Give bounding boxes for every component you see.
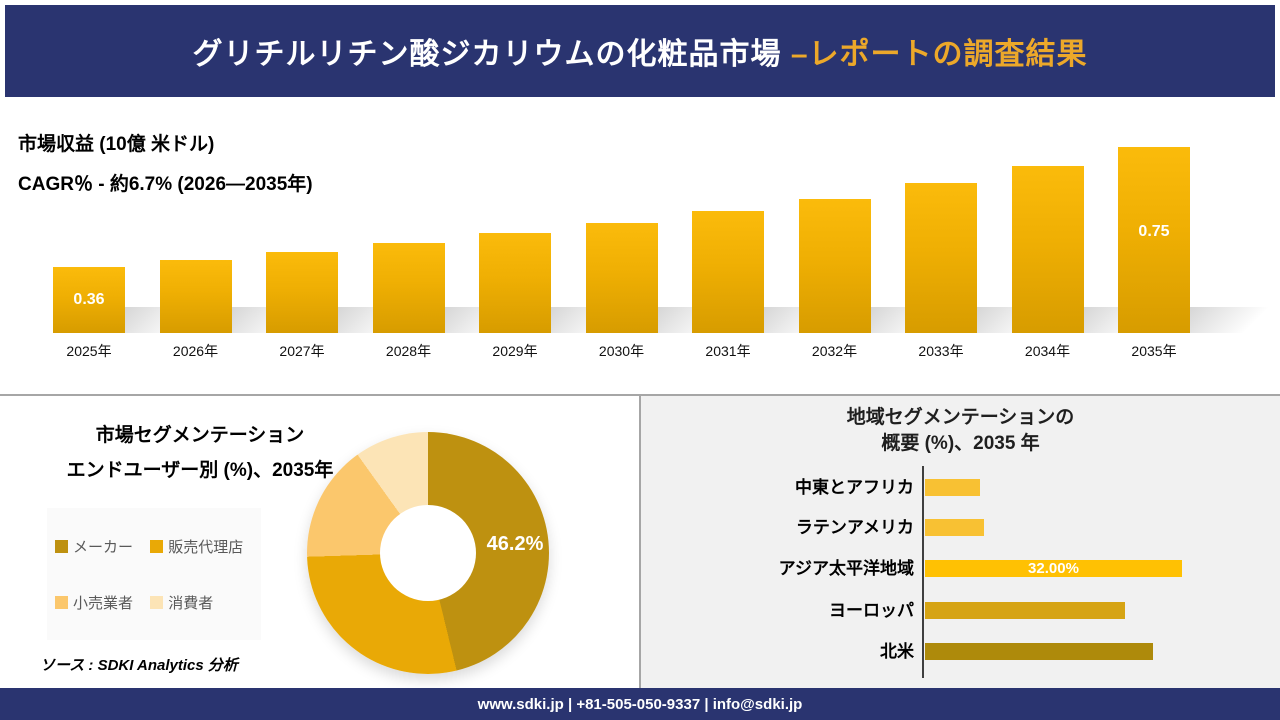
region-bar-ヨーロッパ (925, 602, 1125, 619)
horizontal-divider (0, 394, 1280, 396)
region-label-ヨーロッパ: ヨーロッパ (829, 601, 914, 620)
region-label-アジア太平洋地域: アジア太平洋地域 (778, 559, 914, 578)
revenue-bar-2033年 (905, 183, 977, 333)
bar-year-label: 2032年 (811, 343, 858, 359)
legend-item-消費者: 消費者 (150, 592, 255, 613)
legend-item-販売代理店: 販売代理店 (150, 536, 255, 557)
bar-year-label: 2029年 (492, 343, 538, 359)
region-bar-value-label: 32.00% (1028, 560, 1079, 577)
bar-year-label: 2027年 (279, 343, 325, 359)
legend-item-小売業者: 小売業者 (55, 592, 150, 613)
revenue-bar-2025年: 0.36 (53, 267, 125, 333)
revenue-chart-section: 0.36 2025年 2026年 2027年 2028年 2029年 2030年 2031年 2… (0, 97, 1280, 394)
bar-year-label: 2030年 (598, 343, 645, 359)
region-label-北米: 北米 (880, 642, 914, 661)
bar-year-label: 2034年 (1024, 343, 1071, 359)
legend-item-メーカー: メーカー (55, 536, 150, 557)
regional-title: 地域セグメンテーションの 概要 (%)、2035 年 (641, 405, 1280, 457)
bar-value-label: 0.36 (73, 291, 105, 308)
revenue-bar-2032年 (798, 199, 871, 333)
legend-label: メーカー (73, 538, 134, 556)
region-bar-アジア太平洋地域: 32.00% (925, 560, 1182, 577)
donut-hole (380, 505, 476, 601)
revenue-bar-2026年 (159, 260, 232, 333)
region-label-中東とアフリカ: 中東とアフリカ (795, 478, 914, 497)
revenue-chart-cagr: CAGR％ - 約6.7% (2026―2035年) (18, 174, 313, 195)
header-banner: グリチルリチン酸ジカリウムの化粧品市場 –レポートの調査結果 (5, 5, 1275, 97)
revenue-chart-title: 市場収益 (10億 米ドル) (18, 134, 215, 155)
regional-title-line2: 概要 (%)、2035 年 (881, 433, 1040, 454)
market-segmentation-panel: 市場セグメンテーション エンドユーザー別 (%)、2035年 メーカー 販売代理店… (0, 396, 639, 688)
bar-year-label: 2035年 (1131, 343, 1177, 359)
regional-title-line1: 地域セグメンテーションの (846, 407, 1075, 428)
donut-segment-label: 46.2% (486, 533, 544, 555)
bar-year-label: 2025年 (66, 343, 112, 359)
revenue-bar-2035年: 0.75 (1118, 147, 1190, 333)
revenue-bar-2030年 (585, 223, 658, 333)
donut-chart: 46.2% (307, 432, 549, 674)
region-bar-ラテンアメリカ (925, 519, 984, 536)
revenue-bar-chart: 0.36 2025年 2026年 2027年 2028年 2029年 2030年 2031年 2… (0, 97, 1280, 363)
footer-bar: www.sdki.jp | +81-505-050-9337 | info@sd… (0, 688, 1280, 720)
bar-year-label: 2031年 (705, 343, 751, 359)
regional-axis-line (922, 466, 924, 678)
donut-legend: メーカー 販売代理店小売業者 消費者 (47, 508, 261, 640)
revenue-bar-2029年 (479, 233, 551, 333)
legend-label: 小売業者 (73, 594, 134, 612)
legend-label: 消費者 (168, 594, 214, 612)
segmentation-titles: 市場セグメンテーション エンドユーザー別 (%)、2035年 (30, 418, 370, 488)
bar-year-label: 2026年 (172, 343, 219, 359)
legend-swatch (150, 539, 164, 553)
segmentation-subtitle: エンドユーザー別 (%)、2035年 (66, 460, 334, 481)
bar-value-label: 0.75 (1138, 223, 1170, 240)
region-label-ラテンアメリカ: ラテンアメリカ (795, 518, 914, 537)
bar-year-label: 2033年 (918, 343, 964, 359)
page-title-accent: –レポートの調査結果 (790, 38, 1088, 71)
segmentation-title: 市場セグメンテーション (95, 425, 305, 446)
region-bar-中東とアフリカ (925, 479, 981, 496)
revenue-bar-2028年 (372, 243, 445, 333)
source-note: ソース : SDKI Analytics 分析 (40, 657, 238, 674)
vertical-divider (639, 396, 641, 688)
regional-segmentation-panel: 地域セグメンテーションの 概要 (%)、2035 年 中東とアフリカ ラテンアメリ… (641, 396, 1280, 688)
revenue-bar-2031年 (692, 211, 764, 333)
legend-swatch (55, 595, 68, 609)
revenue-bar-2027年 (266, 252, 338, 333)
footer-contact: www.sdki.jp | +81-505-050-9337 | info@sd… (477, 695, 803, 713)
page-title-main: グリチルリチン酸ジカリウムの化粧品市場 (192, 38, 791, 71)
revenue-bar-2034年 (1011, 166, 1084, 333)
bar-year-label: 2028年 (385, 343, 432, 359)
legend-label: 販売代理店 (168, 538, 244, 556)
legend-swatch (55, 539, 68, 553)
legend-swatch (150, 595, 164, 609)
page-title: グリチルリチン酸ジカリウムの化粧品市場 –レポートの調査結果 (192, 29, 1087, 73)
region-bar-北米 (925, 643, 1154, 660)
